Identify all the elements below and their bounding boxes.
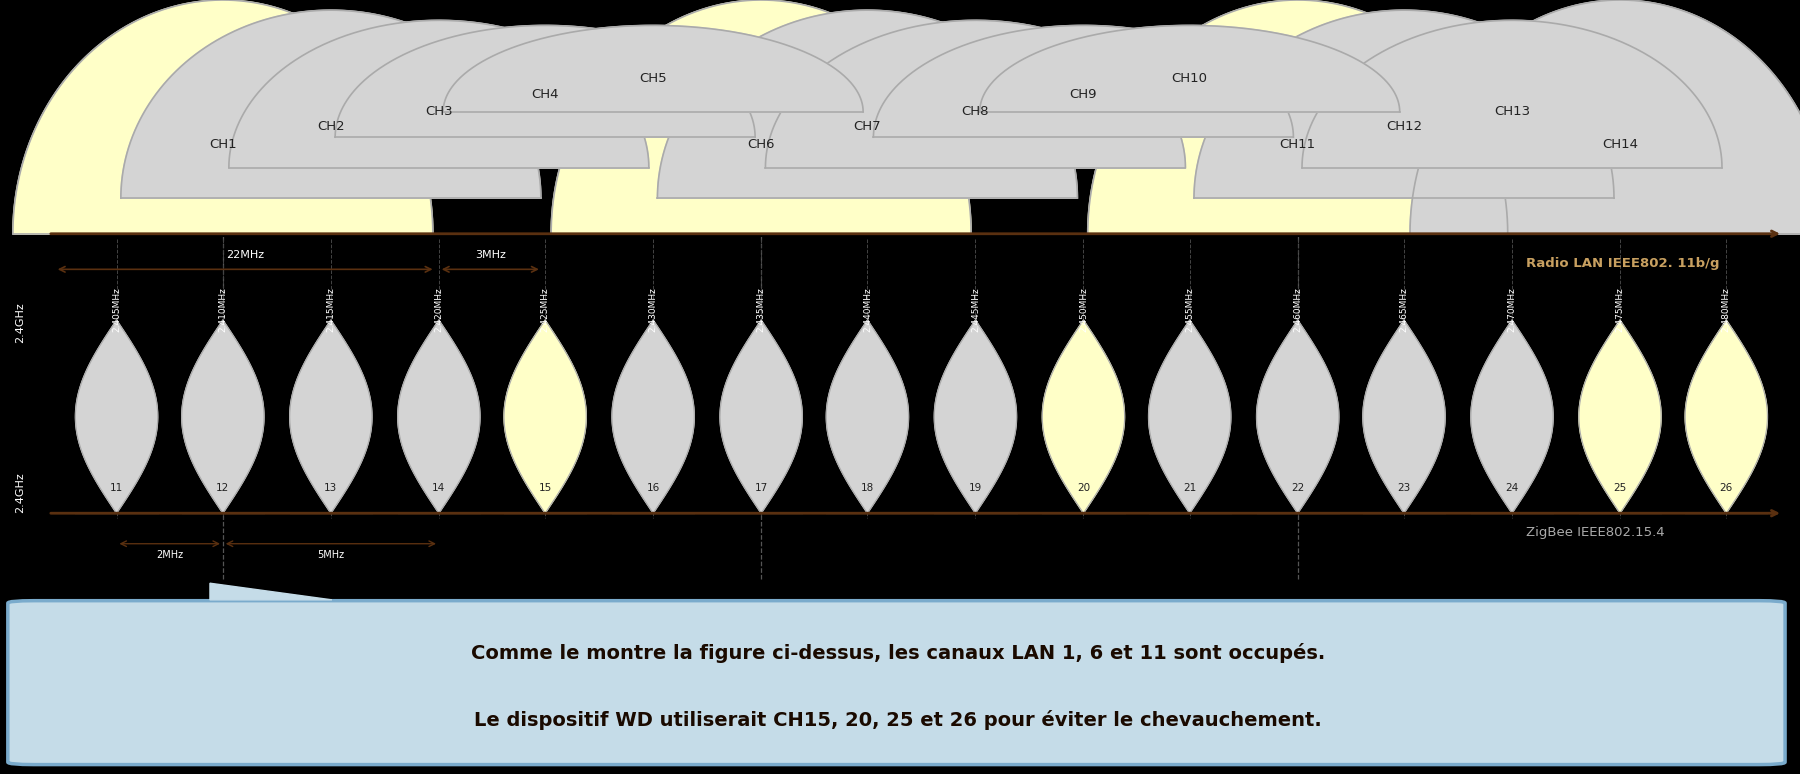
Polygon shape — [873, 26, 1294, 137]
Text: 11: 11 — [110, 483, 122, 493]
Text: CH14: CH14 — [1602, 139, 1638, 152]
Text: 19: 19 — [968, 483, 983, 493]
Text: 2.430MHz: 2.430MHz — [648, 287, 657, 332]
Text: 2MHz: 2MHz — [157, 550, 184, 560]
Text: 2.455MHz: 2.455MHz — [1184, 287, 1193, 332]
Text: Comme le montre la figure ci-dessus, les canaux LAN 1, 6 et 11 sont occupés.: Comme le montre la figure ci-dessus, les… — [472, 643, 1325, 663]
Text: 2.470MHz: 2.470MHz — [1508, 287, 1516, 332]
Text: 2.445MHz: 2.445MHz — [970, 287, 979, 332]
Polygon shape — [1193, 10, 1615, 198]
Text: 17: 17 — [754, 483, 769, 493]
Polygon shape — [504, 320, 587, 513]
Text: CH9: CH9 — [1069, 88, 1098, 101]
Text: 26: 26 — [1719, 483, 1733, 493]
Text: 18: 18 — [860, 483, 875, 493]
Polygon shape — [1363, 320, 1445, 513]
Text: 2.460MHz: 2.460MHz — [1292, 287, 1301, 332]
Text: Le dispositif WD utiliserait CH15, 20, 25 et 26 pour éviter le chevauchement.: Le dispositif WD utiliserait CH15, 20, 2… — [475, 710, 1321, 730]
FancyBboxPatch shape — [7, 601, 1786, 765]
Polygon shape — [1471, 320, 1553, 513]
Polygon shape — [934, 320, 1017, 513]
Text: 22MHz: 22MHz — [227, 250, 265, 260]
Text: CH3: CH3 — [425, 105, 452, 118]
Text: 15: 15 — [538, 483, 553, 493]
Polygon shape — [657, 10, 1078, 198]
Polygon shape — [826, 320, 909, 513]
Text: 2.480MHz: 2.480MHz — [1723, 287, 1732, 332]
Polygon shape — [121, 10, 540, 198]
Text: 5MHz: 5MHz — [317, 550, 344, 560]
Polygon shape — [76, 320, 158, 513]
Text: 20: 20 — [1076, 483, 1091, 493]
Text: 2.475MHz: 2.475MHz — [1615, 287, 1624, 332]
Text: CH8: CH8 — [961, 105, 990, 118]
Text: CH11: CH11 — [1280, 139, 1316, 152]
Polygon shape — [1087, 0, 1508, 234]
Text: 2.450MHz: 2.450MHz — [1078, 287, 1087, 332]
Polygon shape — [1579, 320, 1661, 513]
Polygon shape — [229, 20, 648, 168]
Polygon shape — [1256, 320, 1339, 513]
Polygon shape — [979, 26, 1400, 111]
Text: CH13: CH13 — [1494, 105, 1530, 118]
Polygon shape — [720, 320, 803, 513]
Polygon shape — [1042, 320, 1125, 513]
Polygon shape — [1685, 320, 1768, 513]
Text: 22: 22 — [1291, 483, 1305, 493]
Text: 2.4GHz: 2.4GHz — [16, 473, 25, 513]
Text: 14: 14 — [432, 483, 445, 493]
Text: 21: 21 — [1183, 483, 1197, 493]
Text: 23: 23 — [1397, 483, 1411, 493]
Polygon shape — [182, 320, 265, 513]
Polygon shape — [612, 320, 695, 513]
Text: 2.4GHz: 2.4GHz — [16, 303, 25, 343]
Text: CH1: CH1 — [209, 139, 236, 152]
Polygon shape — [551, 0, 972, 234]
Polygon shape — [290, 320, 373, 513]
Text: 2.440MHz: 2.440MHz — [862, 287, 871, 332]
Text: 2.425MHz: 2.425MHz — [540, 287, 549, 332]
Text: 13: 13 — [324, 483, 337, 493]
Polygon shape — [1301, 20, 1723, 168]
Polygon shape — [335, 26, 756, 137]
Text: 24: 24 — [1505, 483, 1519, 493]
Text: 2.405MHz: 2.405MHz — [112, 287, 121, 332]
Polygon shape — [765, 20, 1186, 168]
Polygon shape — [443, 26, 864, 111]
Polygon shape — [1409, 0, 1800, 234]
Text: 2.410MHz: 2.410MHz — [218, 287, 227, 332]
Polygon shape — [398, 320, 481, 513]
Polygon shape — [211, 584, 331, 600]
Text: Radio LAN IEEE802. 11b/g: Radio LAN IEEE802. 11b/g — [1526, 257, 1719, 269]
Text: CH12: CH12 — [1386, 120, 1422, 133]
Text: 2.420MHz: 2.420MHz — [434, 287, 443, 332]
Text: 16: 16 — [646, 483, 661, 493]
Text: CH5: CH5 — [639, 73, 668, 85]
Text: ZigBee IEEE802.15.4: ZigBee IEEE802.15.4 — [1526, 526, 1665, 539]
Text: 2.415MHz: 2.415MHz — [326, 287, 335, 332]
Polygon shape — [1148, 320, 1231, 513]
Text: CH10: CH10 — [1172, 73, 1208, 85]
Text: 2.465MHz: 2.465MHz — [1399, 287, 1408, 332]
Text: 2.435MHz: 2.435MHz — [756, 287, 765, 332]
Text: 25: 25 — [1613, 483, 1627, 493]
Polygon shape — [13, 0, 432, 234]
Text: 12: 12 — [216, 483, 229, 493]
Text: CH6: CH6 — [747, 139, 774, 152]
Text: CH4: CH4 — [531, 88, 558, 101]
Text: CH7: CH7 — [853, 120, 882, 133]
Text: CH2: CH2 — [317, 120, 344, 133]
Text: 3MHz: 3MHz — [475, 250, 506, 260]
